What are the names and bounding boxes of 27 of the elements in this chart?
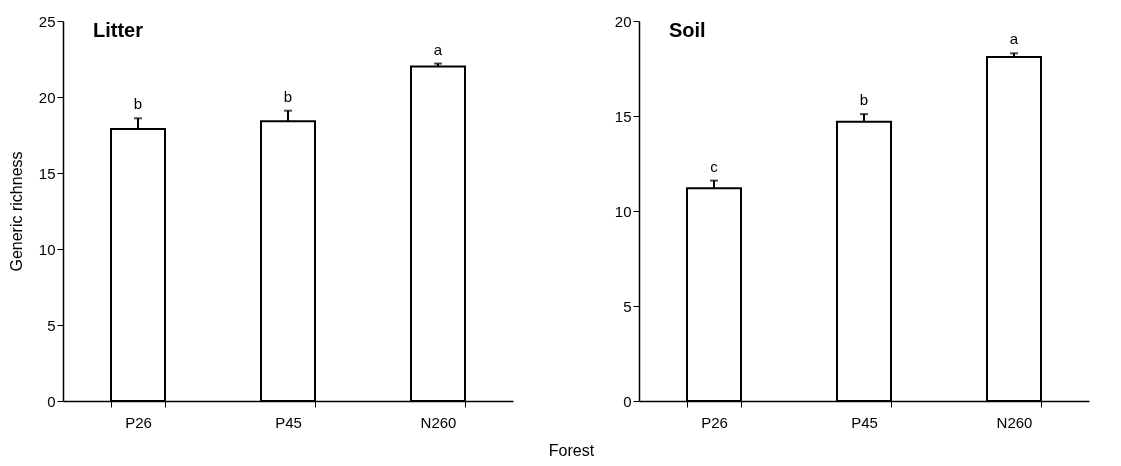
y-tick-label: 5 [623,297,632,315]
x-tick-label: P26 [701,413,728,431]
x-tick-label: N260 [420,413,457,431]
y-tick-label: 20 [614,12,632,30]
y-tick-label: 0 [47,392,56,410]
annotation: b [859,91,869,109]
annotation: b [133,95,143,113]
y-tick-label: 0 [623,392,632,410]
y-tick-label: 10 [614,202,632,220]
x-tick-label: N260 [996,413,1033,431]
annotation: a [1009,30,1019,48]
y-tick-label: 10 [38,240,56,258]
x-axis-title: Forest [548,441,595,459]
y-tick-label: 5 [47,316,56,334]
chart-title: Soil [669,19,706,41]
x-tick-label: P45 [275,413,302,431]
annotation: b [283,87,293,105]
y-tick-label: 15 [38,164,56,182]
chart-title: Litter [93,19,144,41]
y-tick-label: 25 [38,12,56,30]
annotation: c [710,157,719,175]
y-tick-label: 15 [614,107,632,125]
x-tick-label: P45 [851,413,878,431]
annotation: a [433,40,443,58]
y-axis-title: Generic richness [7,151,25,272]
y-tick-label: 20 [38,88,56,106]
x-tick-label: P26 [125,413,152,431]
